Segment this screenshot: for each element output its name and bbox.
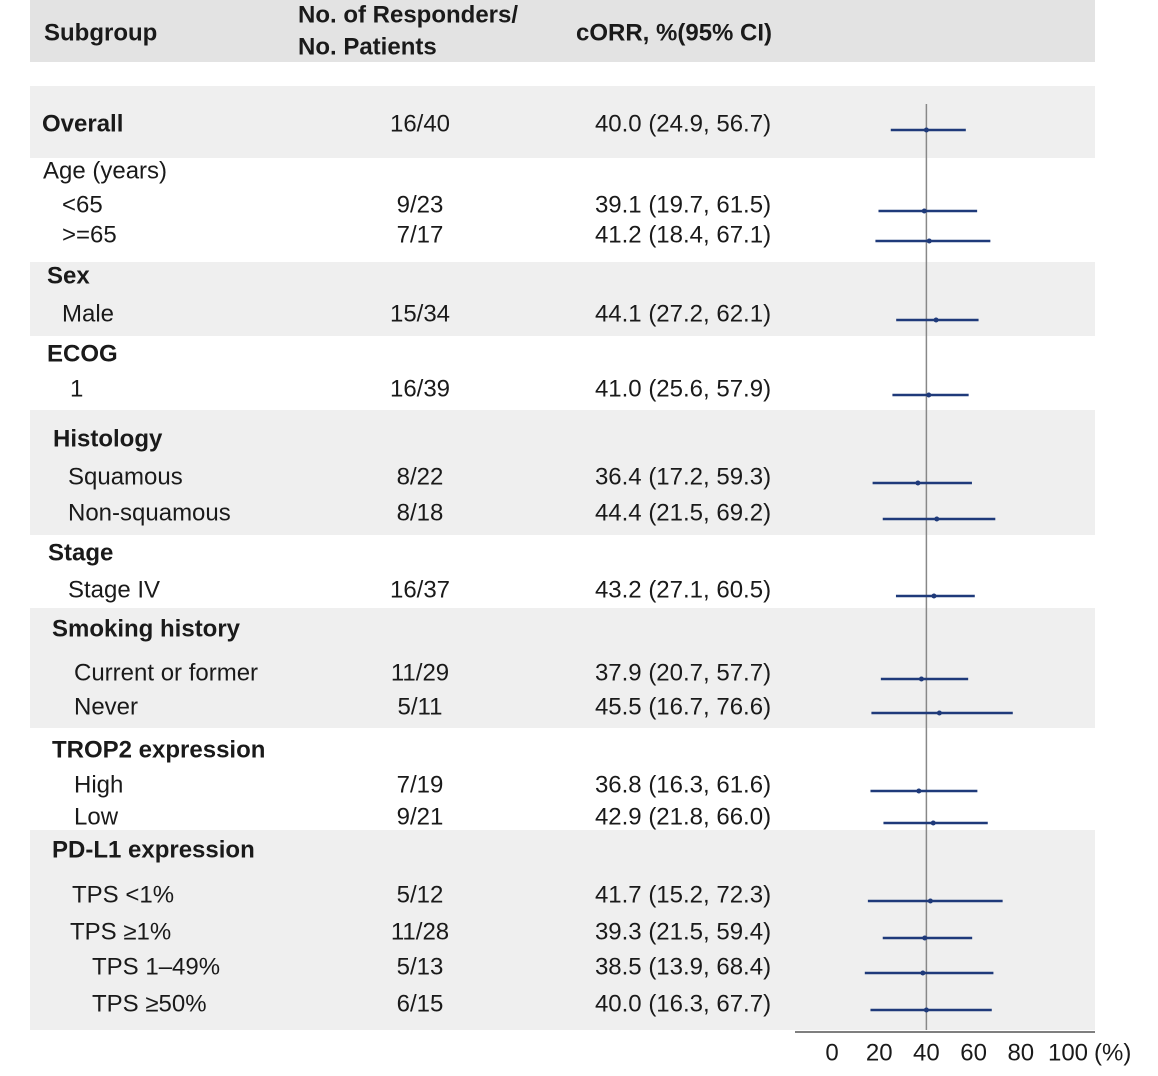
- responders: 11/28: [391, 918, 449, 945]
- responders: 5/13: [397, 953, 444, 980]
- row-label: Low: [74, 803, 119, 830]
- point-estimate: [934, 516, 940, 522]
- corr-label: 41.0 (25.6, 57.9): [595, 375, 771, 402]
- point-estimate: [923, 127, 929, 133]
- row-label: ECOG: [47, 340, 118, 367]
- x-tick-label: 40: [913, 1039, 940, 1066]
- corr-label: 44.1 (27.2, 62.1): [595, 300, 771, 327]
- corr-label: 40.0 (24.9, 56.7): [595, 110, 771, 137]
- corr-label: 41.7 (15.2, 72.3): [595, 881, 771, 908]
- row-label: Squamous: [68, 463, 183, 490]
- responders: 7/17: [397, 221, 444, 248]
- point-estimate: [926, 238, 932, 244]
- x-tick-label: 0: [825, 1039, 838, 1066]
- row-band: [30, 86, 1095, 158]
- row-label: TROP2 expression: [52, 736, 265, 763]
- point-estimate: [918, 676, 924, 682]
- x-tick-label: 60: [960, 1039, 987, 1066]
- point-estimate: [921, 208, 927, 214]
- point-estimate: [915, 480, 921, 486]
- responders: 16/37: [390, 576, 450, 603]
- point-estimate: [926, 392, 932, 398]
- row-label: Histology: [53, 425, 163, 452]
- row-label: Non-squamous: [68, 499, 231, 526]
- header-band: [30, 0, 1095, 62]
- row-label: 1: [70, 375, 83, 402]
- responders: 7/19: [397, 771, 444, 798]
- corr-label: 38.5 (13.9, 68.4): [595, 953, 771, 980]
- corr-label: 39.3 (21.5, 59.4): [595, 918, 771, 945]
- row-label: Current or former: [74, 659, 258, 686]
- row-label: TPS ≥50%: [92, 990, 207, 1017]
- responders: 8/22: [397, 463, 444, 490]
- row-label: >=65: [62, 221, 117, 248]
- corr-label: 40.0 (16.3, 67.7): [595, 990, 771, 1017]
- corr-label: 41.2 (18.4, 67.1): [595, 221, 771, 248]
- row-label: <65: [62, 191, 103, 218]
- row-band: [30, 608, 1095, 728]
- corr-label: 45.5 (16.7, 76.6): [595, 693, 771, 720]
- x-unit: (%): [1094, 1039, 1131, 1066]
- row-band: [30, 830, 1095, 1030]
- responders: 16/40: [390, 110, 450, 137]
- row-label: Male: [62, 300, 114, 327]
- corr-label: 43.2 (27.1, 60.5): [595, 576, 771, 603]
- responders: 9/23: [397, 191, 444, 218]
- point-estimate: [927, 898, 933, 904]
- corr-label: 39.1 (19.7, 61.5): [595, 191, 771, 218]
- row-label: Never: [74, 693, 138, 720]
- row-label: TPS 1–49%: [92, 953, 220, 980]
- row-label: PD-L1 expression: [52, 836, 255, 863]
- corr-label: 37.9 (20.7, 57.7): [595, 659, 771, 686]
- x-tick-label: 20: [866, 1039, 893, 1066]
- responders: 11/29: [391, 659, 449, 686]
- row-label: Overall: [42, 110, 123, 137]
- row-label: Stage IV: [68, 576, 160, 603]
- responders: 5/11: [398, 693, 443, 720]
- point-estimate: [933, 317, 939, 323]
- corr-label: 42.9 (21.8, 66.0): [595, 803, 771, 830]
- responders: 6/15: [397, 990, 444, 1017]
- corr-label: 36.4 (17.2, 59.3): [595, 463, 771, 490]
- point-estimate: [922, 935, 928, 941]
- header-corr: cORR, %(95% CI): [576, 19, 772, 46]
- responders: 8/18: [397, 499, 444, 526]
- header-subgroup: Subgroup: [44, 19, 157, 46]
- row-label: Smoking history: [52, 615, 241, 642]
- header-responders: No. Patients: [298, 33, 437, 60]
- row-label: Age (years): [43, 157, 167, 184]
- point-estimate: [930, 820, 936, 826]
- row-band: [30, 262, 1095, 336]
- row-label: Sex: [47, 262, 90, 289]
- responders: 5/12: [397, 881, 444, 908]
- row-label: TPS <1%: [72, 881, 174, 908]
- x-tick-label: 80: [1007, 1039, 1034, 1066]
- point-estimate: [936, 710, 942, 716]
- corr-label: 44.4 (21.5, 69.2): [595, 499, 771, 526]
- point-estimate: [931, 593, 937, 599]
- point-estimate: [923, 1007, 929, 1013]
- point-estimate: [916, 788, 922, 794]
- row-band: [30, 410, 1095, 535]
- x-tick-label: 100: [1048, 1039, 1088, 1066]
- header-responders: No. of Responders/: [298, 1, 518, 28]
- responders: 16/39: [390, 375, 450, 402]
- point-estimate: [920, 970, 926, 976]
- row-label: TPS ≥1%: [70, 918, 171, 945]
- responders: 9/21: [397, 803, 444, 830]
- corr-label: 36.8 (16.3, 61.6): [595, 771, 771, 798]
- responders: 15/34: [390, 300, 450, 327]
- row-label: High: [74, 771, 123, 798]
- row-label: Stage: [48, 539, 113, 566]
